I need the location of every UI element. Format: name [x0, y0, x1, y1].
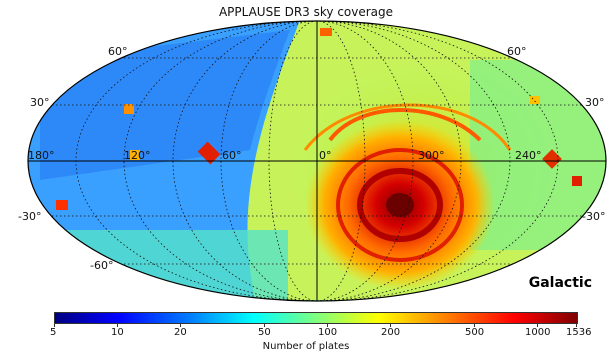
colorbar-tick-500: 500 [465, 327, 485, 338]
sky-coverage-map [27, 20, 607, 302]
lat-label-left-neg60: -60° [90, 259, 114, 272]
colorbar-tick-1000: 1000 [525, 327, 551, 338]
colorbar-tick-100: 100 [318, 327, 338, 338]
coordinate-frame-label: Galactic [528, 275, 592, 291]
colorbar-tickmark [390, 323, 391, 327]
map-boundary [27, 20, 607, 302]
lon-label-300: 300° [418, 149, 445, 162]
colorbar-tickmark [537, 323, 538, 327]
colorbar-tick-200: 200 [381, 327, 401, 338]
colorbar-tick-1536: 1536 [566, 327, 592, 338]
colorbar-label: Number of plates [262, 341, 350, 352]
colorbar-tickmark [327, 323, 328, 327]
colorbar-tickmark [54, 323, 55, 327]
lat-label-left-neg30: -30° [18, 210, 42, 223]
lon-label-180: 180° [28, 149, 55, 162]
hotspot-8 [320, 28, 332, 36]
lat-label-left-60: 60° [108, 45, 128, 58]
lon-label-120: 120° [124, 149, 151, 162]
colorbar-tickmark [117, 323, 118, 327]
colorbar [54, 312, 578, 324]
lat-label-right-60: 60° [507, 45, 527, 58]
lon-label-60: 60° [222, 149, 242, 162]
colorbar-tickmark [474, 323, 475, 327]
colorbar-tick-20: 20 [174, 327, 187, 338]
colorbar-tick-10: 10 [111, 327, 124, 338]
lon-label-240: 240° [515, 149, 542, 162]
lat-label-left-30: 30° [30, 96, 50, 109]
lat-label-right-neg30: -30° [582, 210, 606, 223]
colorbar-tickmark [576, 323, 577, 327]
hotspot-4 [56, 200, 68, 210]
hotspot-3 [572, 176, 582, 186]
lon-label-0: 0° [319, 149, 332, 162]
lat-label-right-30: 30° [585, 96, 605, 109]
map-title: APPLAUSE DR3 sky coverage [218, 5, 394, 19]
hotspot-1 [197, 141, 221, 165]
hotspot-6 [130, 150, 140, 160]
hotspot-7 [530, 96, 540, 104]
colorbar-tickmark [264, 323, 265, 327]
hotspot-5 [124, 104, 134, 114]
colorbar-tickmark [180, 323, 181, 327]
colorbar-tick-5: 5 [50, 327, 57, 338]
colorbar-tick-50: 50 [258, 327, 271, 338]
